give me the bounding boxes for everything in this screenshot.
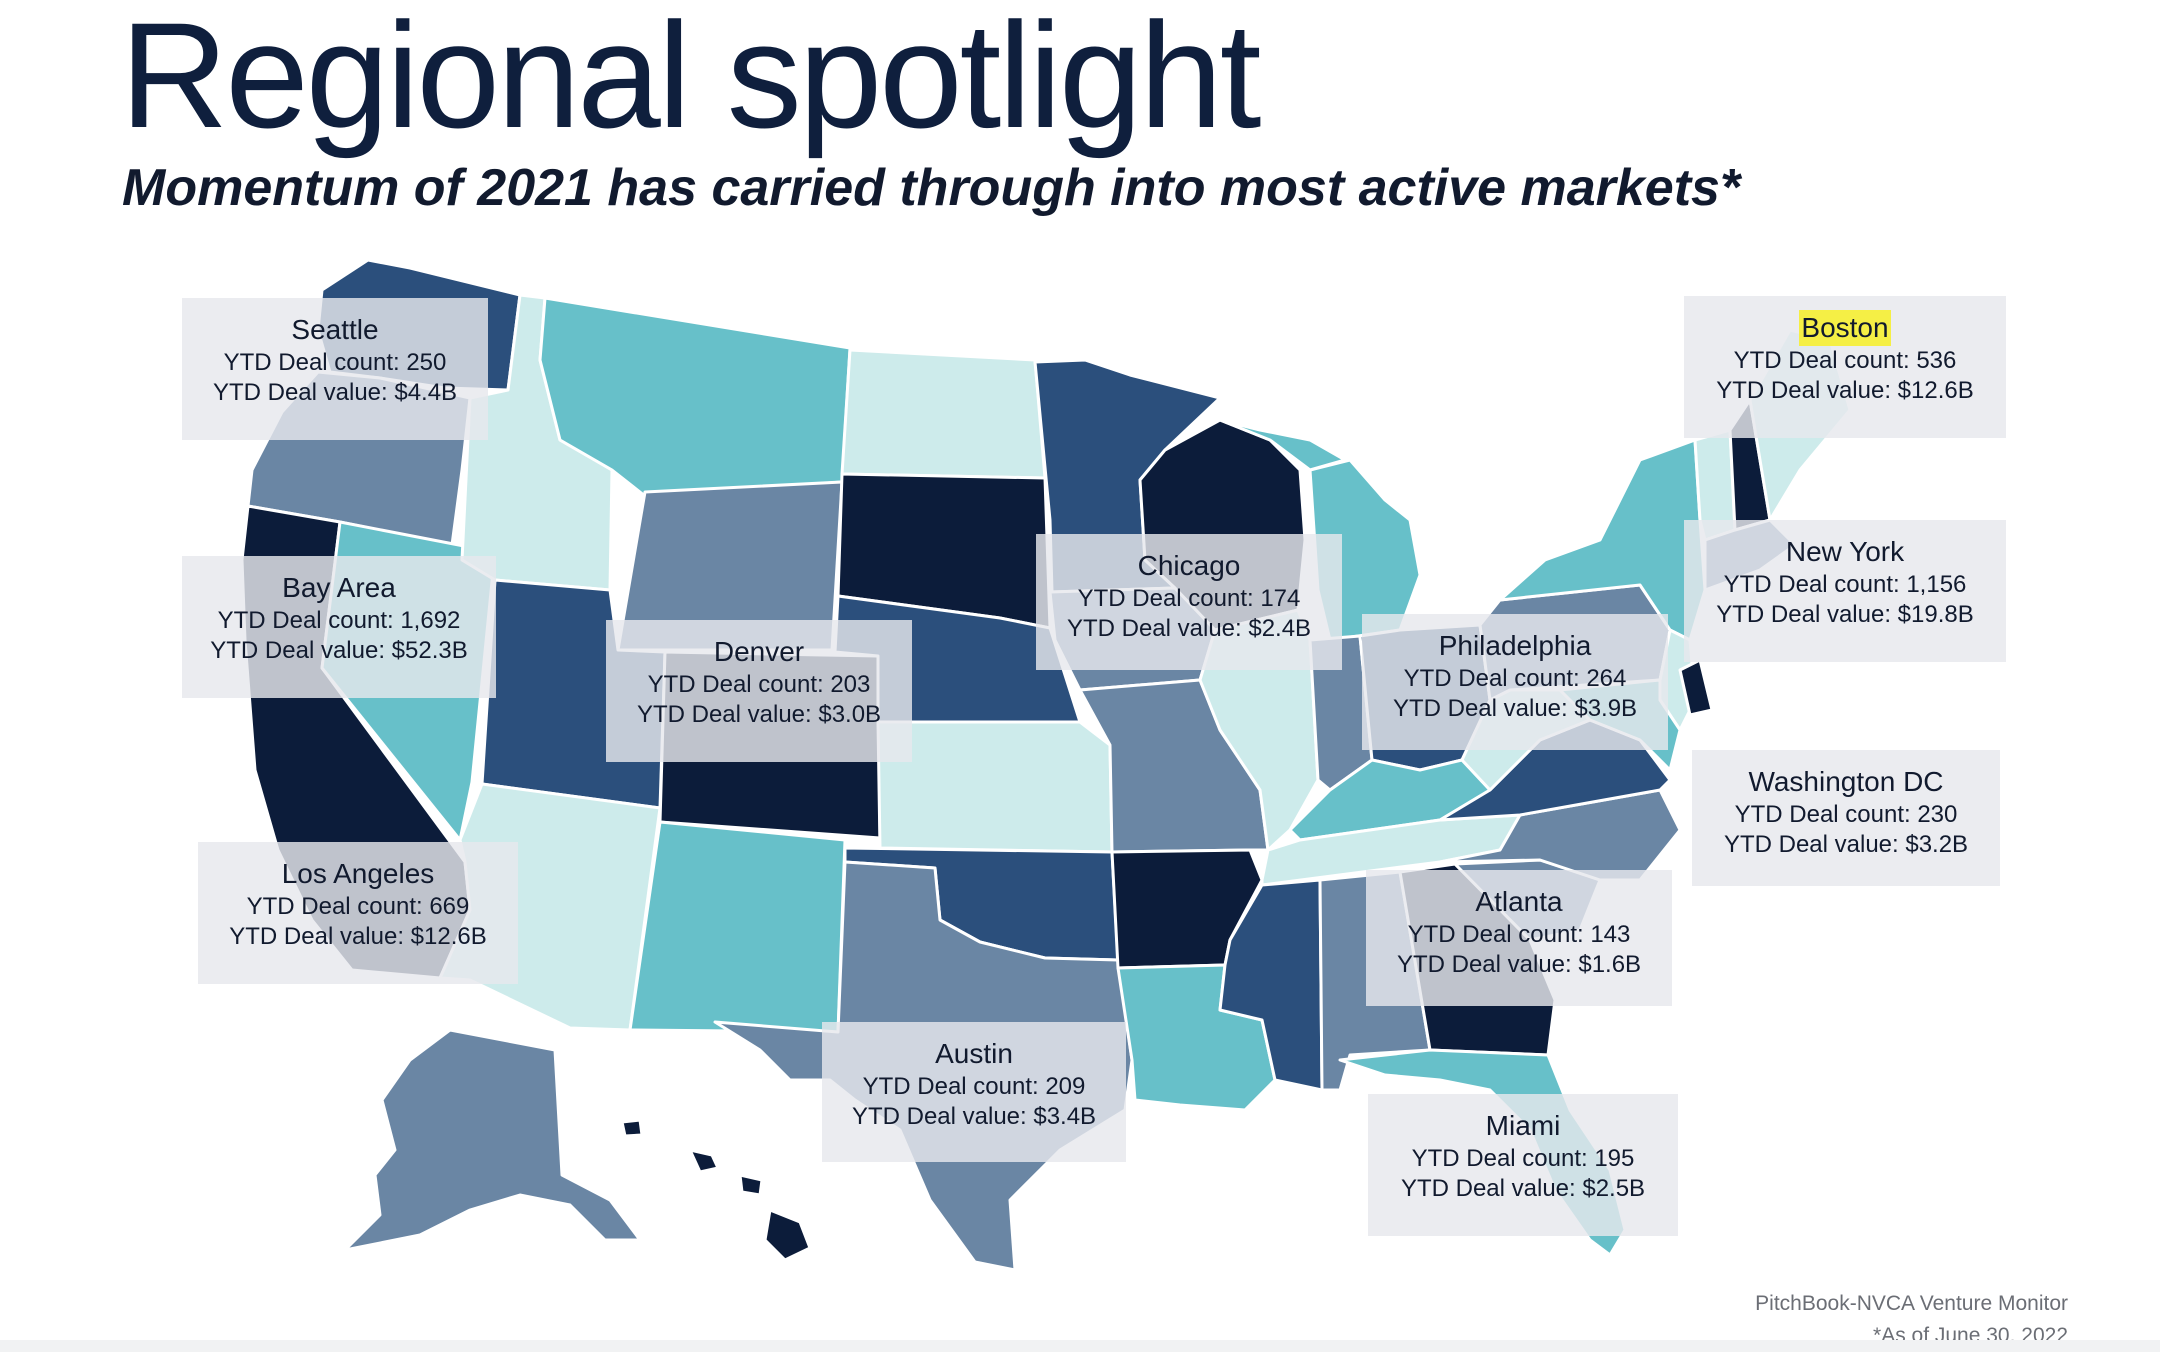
state-hawaii-island-3 (738, 1173, 764, 1197)
state-hawaii-island-2 (688, 1148, 720, 1174)
region-card-new-york: New York YTD Deal count: 1,156 YTD Deal … (1684, 520, 2006, 662)
region-card-atlanta: Atlanta YTD Deal count: 143 YTD Deal val… (1366, 870, 1672, 1006)
region-deal-value: YTD Deal value: $2.4B (1066, 615, 1312, 642)
state-new-mexico (628, 820, 847, 1034)
region-city: Austin (935, 1038, 1013, 1069)
region-card-chicago: Chicago YTD Deal count: 174 YTD Deal val… (1036, 534, 1342, 670)
region-deal-count: YTD Deal count: 669 (246, 893, 470, 920)
region-deal-value: YTD Deal value: $12.6B (1716, 377, 1974, 404)
region-card-boston: Boston YTD Deal count: 536 YTD Deal valu… (1684, 296, 2006, 438)
region-deal-value: YTD Deal value: $12.6B (229, 923, 487, 950)
state-delaware (1678, 658, 1714, 717)
region-deal-count: YTD Deal count: 209 (862, 1073, 1086, 1100)
region-city-highlighted: Boston (1799, 310, 1891, 346)
region-city: Washington DC (1748, 766, 1944, 797)
source-credit: PitchBook-NVCA Venture Monitor (1755, 1292, 2068, 1315)
region-deal-value: YTD Deal value: $2.5B (1400, 1175, 1646, 1202)
region-deal-value: YTD Deal value: $3.9B (1392, 695, 1638, 722)
bottom-bar (0, 1340, 2160, 1352)
region-deal-value: YTD Deal value: $1.6B (1396, 951, 1642, 978)
state-north-carolina (1438, 788, 1682, 882)
region-card-austin: Austin YTD Deal count: 209 YTD Deal valu… (822, 1022, 1126, 1162)
region-card-bay-area: Bay Area YTD Deal count: 1,692 YTD Deal … (182, 556, 496, 698)
state-hawaii (763, 1208, 812, 1262)
state-michigan-upper (1218, 418, 1347, 472)
region-deal-count: YTD Deal count: 1,156 (1723, 571, 1967, 598)
region-city: Miami (1485, 1110, 1561, 1141)
region-card-miami: Miami YTD Deal count: 195 YTD Deal value… (1368, 1094, 1678, 1236)
state-alaska (343, 1028, 642, 1252)
region-city: Los Angeles (281, 858, 435, 889)
region-city: Bay Area (282, 572, 396, 603)
region-card-philadelphia: Philadelphia YTD Deal count: 264 YTD Dea… (1362, 614, 1668, 750)
region-deal-value: YTD Deal value: $3.0B (636, 701, 882, 728)
region-deal-value: YTD Deal value: $19.8B (1716, 601, 1974, 628)
state-kansas (876, 720, 1114, 854)
region-card-denver: Denver YTD Deal count: 203 YTD Deal valu… (606, 620, 912, 762)
region-deal-value: YTD Deal value: $3.2B (1723, 831, 1969, 858)
region-city: New York (1785, 536, 1905, 567)
region-card-los-angeles: Los Angeles YTD Deal count: 669 YTD Deal… (198, 842, 518, 984)
page-subtitle: Momentum of 2021 has carried through int… (122, 159, 1741, 217)
region-city: Philadelphia (1438, 630, 1592, 661)
region-deal-count: YTD Deal count: 203 (647, 671, 871, 698)
region-deal-value: YTD Deal value: $52.3B (210, 637, 468, 664)
region-city: Chicago (1137, 550, 1241, 581)
region-deal-value: YTD Deal value: $3.4B (851, 1103, 1097, 1130)
region-deal-count: YTD Deal count: 174 (1077, 585, 1301, 612)
region-deal-value: YTD Deal value: $4.4B (212, 379, 458, 406)
page-title: Regional spotlight (120, 0, 1261, 159)
region-card-washington-dc: Washington DC YTD Deal count: 230 YTD De… (1692, 750, 2000, 886)
region-deal-count: YTD Deal count: 143 (1407, 921, 1631, 948)
region-deal-count: YTD Deal count: 1,692 (217, 607, 461, 634)
region-card-seattle: Seattle YTD Deal count: 250 YTD Deal val… (182, 298, 488, 440)
state-north-dakota (840, 348, 1047, 480)
state-mississippi (1218, 878, 1324, 1092)
region-city: Denver (713, 636, 805, 667)
region-deal-count: YTD Deal count: 230 (1734, 801, 1958, 828)
region-deal-count: YTD Deal count: 264 (1403, 665, 1627, 692)
region-deal-count: YTD Deal count: 195 (1411, 1145, 1635, 1172)
region-city: Atlanta (1475, 886, 1563, 917)
region-city: Seattle (291, 314, 379, 345)
region-deal-count: YTD Deal count: 536 (1733, 347, 1957, 374)
state-hawaii-island-4 (620, 1118, 644, 1138)
region-deal-count: YTD Deal count: 250 (223, 349, 447, 376)
